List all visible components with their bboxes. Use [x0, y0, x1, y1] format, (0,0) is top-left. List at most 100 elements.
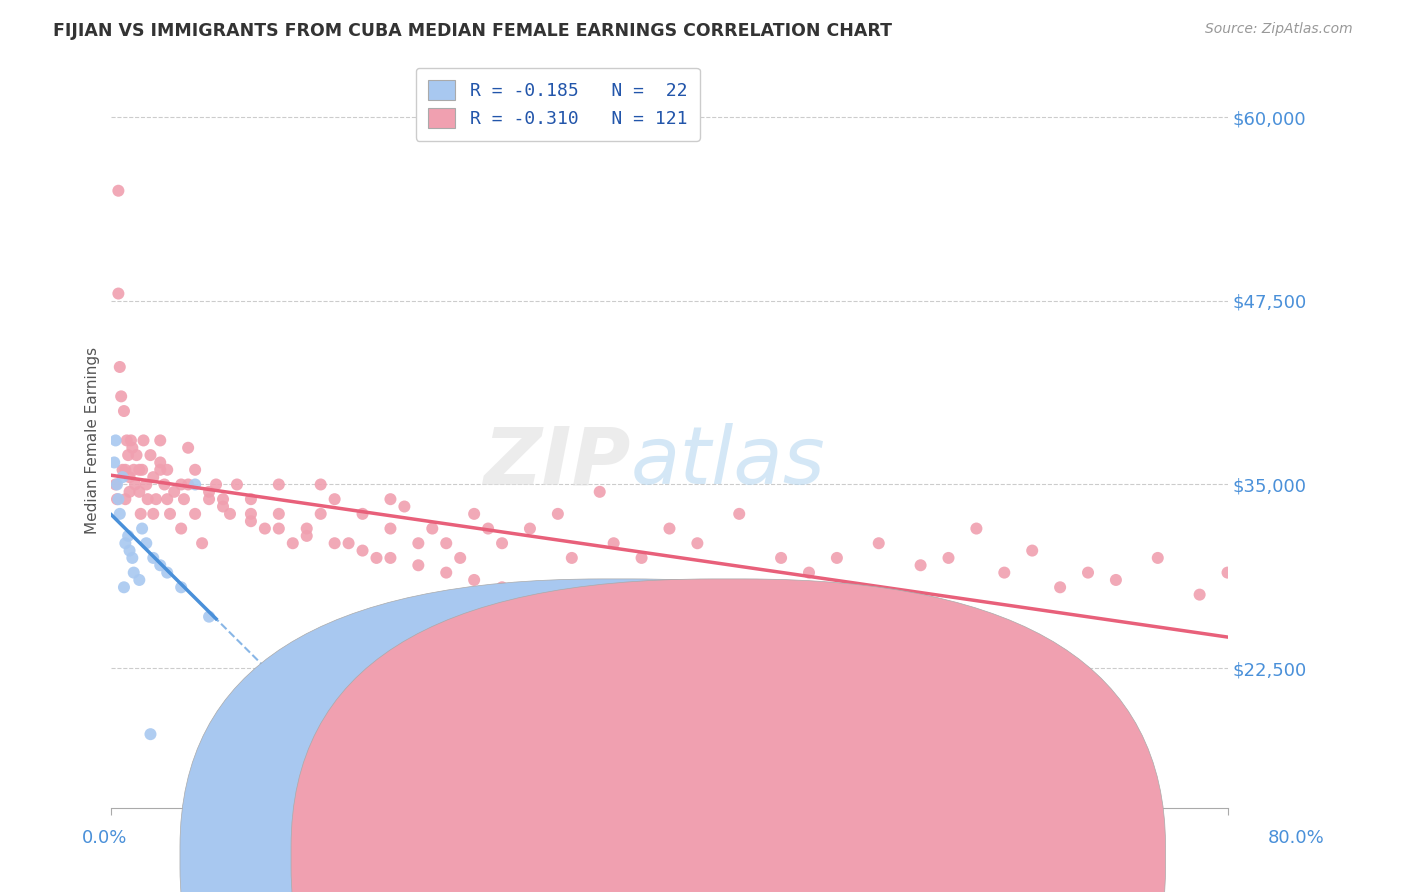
Point [547, 507, 569, 521]
Point [125, 448, 148, 462]
Point [184, 507, 207, 521]
Point [118, 484, 141, 499]
Point [1049, 580, 1071, 594]
Y-axis label: Median Female Earnings: Median Female Earnings [86, 347, 100, 534]
Point [658, 522, 681, 536]
Point [120, 434, 142, 448]
Point [107, 184, 129, 198]
Point [1216, 566, 1239, 580]
Point [145, 492, 167, 507]
Point [156, 463, 179, 477]
Point [239, 492, 262, 507]
Point [295, 529, 318, 543]
Point [149, 455, 172, 469]
Text: ZIP: ZIP [484, 424, 630, 501]
Point [547, 595, 569, 609]
Point [449, 550, 471, 565]
Point [170, 580, 193, 594]
Point [408, 536, 430, 550]
Point [1105, 573, 1128, 587]
Text: 80.0%: 80.0% [1268, 829, 1324, 847]
Point [115, 434, 138, 448]
Point [281, 536, 304, 550]
Text: Source: ZipAtlas.com: Source: ZipAtlas.com [1205, 22, 1353, 37]
Point [239, 507, 262, 521]
Point [118, 543, 141, 558]
Point [602, 536, 624, 550]
Point [380, 550, 402, 565]
Point [170, 522, 193, 536]
Point [122, 566, 145, 580]
Point [122, 463, 145, 477]
Point [121, 550, 143, 565]
Point [226, 477, 249, 491]
Point [103, 455, 125, 469]
Point [105, 477, 128, 491]
Point [337, 536, 360, 550]
Point [191, 536, 214, 550]
Point [658, 624, 681, 639]
Point [104, 434, 127, 448]
Point [177, 477, 200, 491]
Point [728, 507, 751, 521]
Point [434, 536, 457, 550]
Point [142, 507, 165, 521]
Point [198, 609, 221, 624]
Point [111, 463, 134, 477]
Point [686, 632, 709, 646]
Point [205, 477, 228, 491]
Point [463, 573, 485, 587]
Point [434, 566, 457, 580]
Point [110, 389, 132, 403]
Point [139, 727, 162, 741]
Point [1077, 566, 1099, 580]
Point [420, 522, 443, 536]
Point [156, 492, 179, 507]
Point [519, 522, 541, 536]
Point [1021, 543, 1043, 558]
Point [149, 434, 172, 448]
Point [121, 441, 143, 455]
Point [965, 522, 987, 536]
Point [825, 550, 848, 565]
Point [135, 536, 157, 550]
Point [163, 484, 186, 499]
Point [267, 477, 290, 491]
Point [519, 588, 541, 602]
Point [219, 507, 242, 521]
Point [108, 507, 131, 521]
Point [561, 550, 583, 565]
Point [159, 507, 181, 521]
Point [993, 566, 1015, 580]
Point [352, 543, 374, 558]
Point [295, 522, 318, 536]
Point [491, 536, 513, 550]
Point [602, 609, 624, 624]
Point [198, 484, 221, 499]
Point [114, 463, 136, 477]
Point [114, 492, 136, 507]
Point [131, 463, 153, 477]
Point [135, 477, 157, 491]
Point [114, 536, 136, 550]
Point [132, 434, 155, 448]
Point [309, 477, 332, 491]
Point [149, 463, 172, 477]
Point [868, 536, 890, 550]
Point [107, 492, 129, 507]
Point [797, 661, 820, 675]
Point [173, 492, 195, 507]
Point [105, 492, 128, 507]
Point [630, 550, 652, 565]
Text: atlas: atlas [630, 424, 825, 501]
Point [770, 654, 793, 668]
Point [108, 359, 131, 374]
Point [117, 448, 139, 462]
Point [686, 536, 709, 550]
Point [136, 492, 159, 507]
Point [156, 566, 179, 580]
Point [714, 639, 737, 653]
Point [770, 550, 793, 565]
Point [1188, 588, 1211, 602]
Point [477, 522, 499, 536]
